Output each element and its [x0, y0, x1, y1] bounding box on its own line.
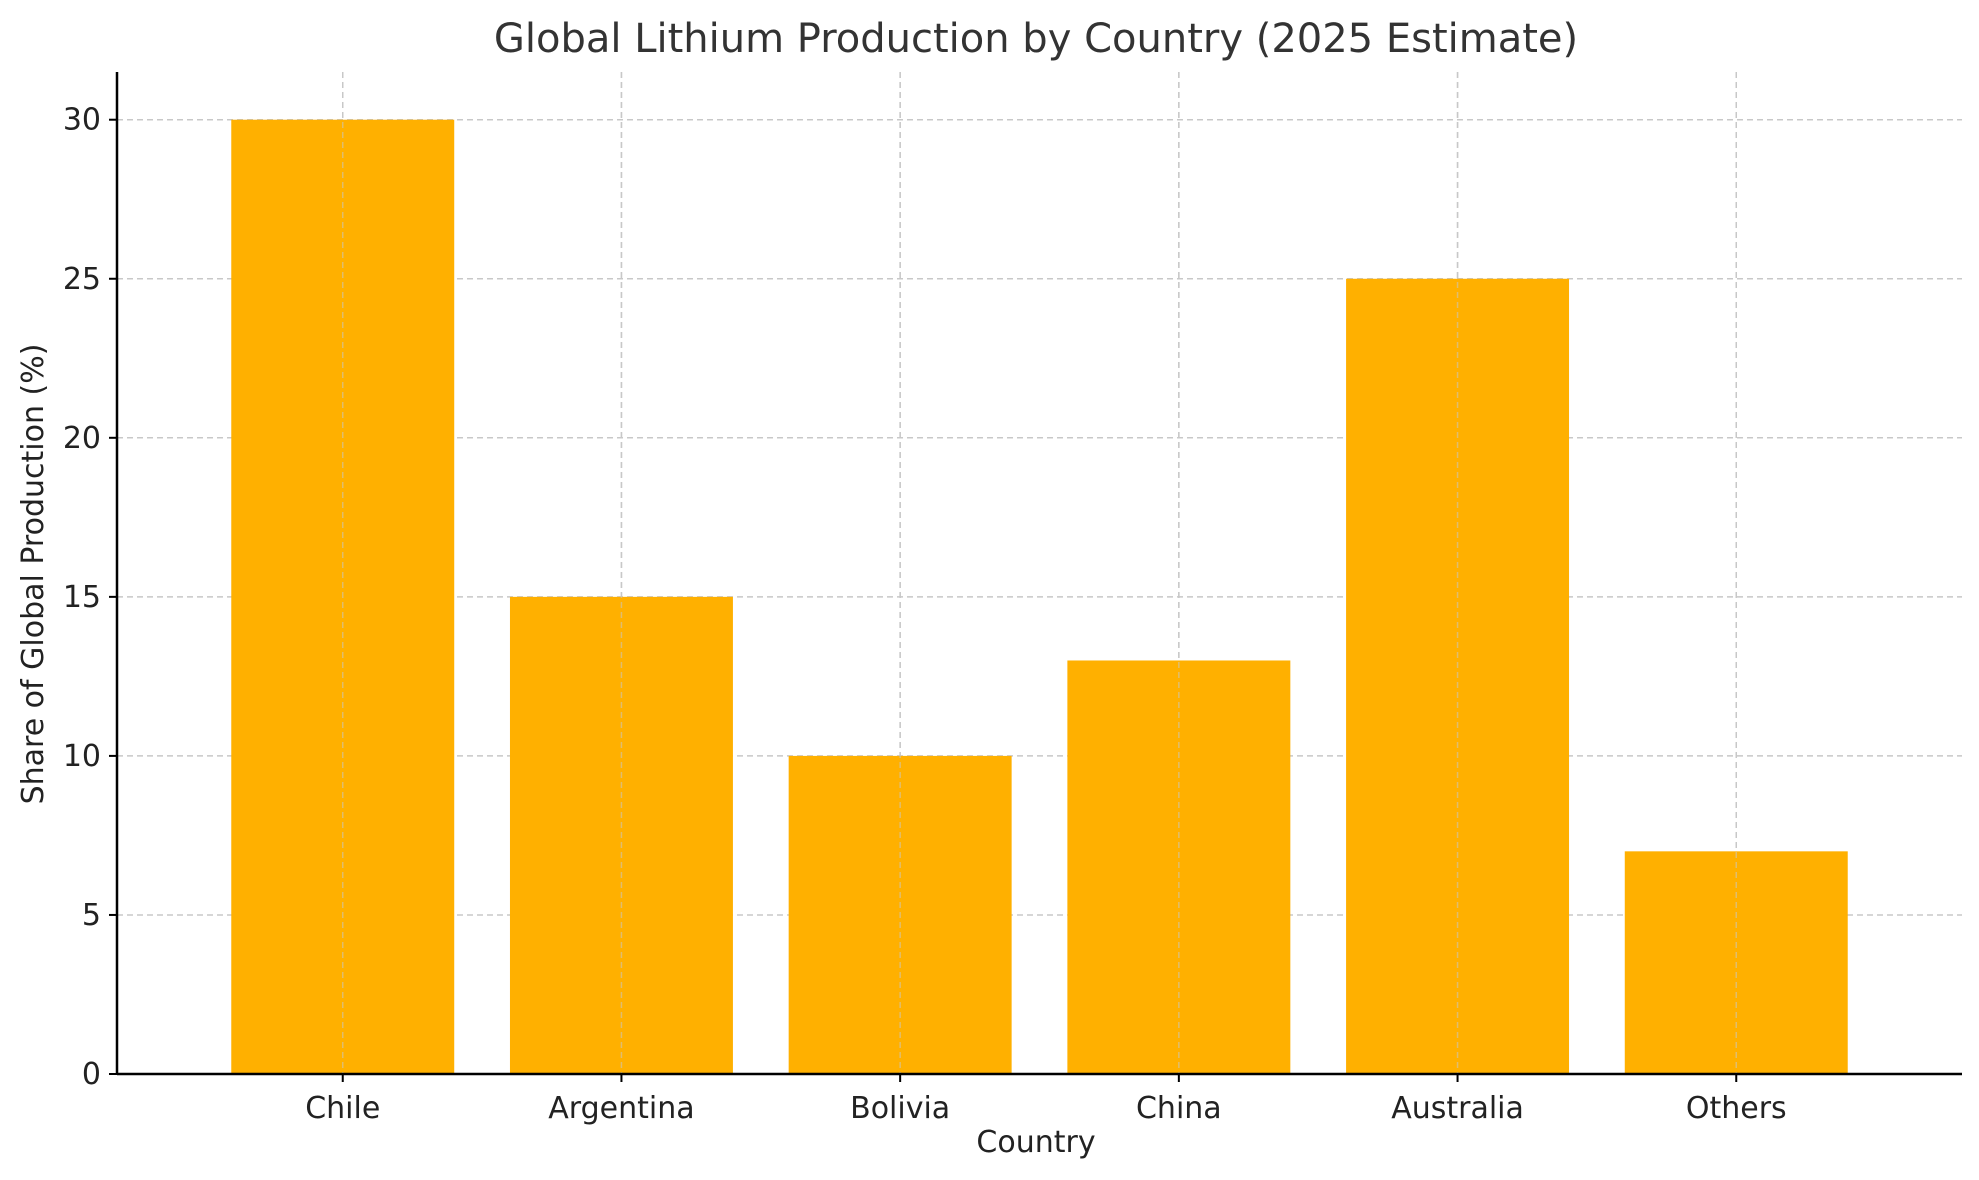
axes-layer: [115, 72, 1962, 1076]
y-tick-label: 0: [82, 1057, 101, 1092]
x-tick-label: Chile: [305, 1091, 380, 1126]
x-tick-label: Argentina: [548, 1091, 694, 1126]
x-axis-label: Country: [976, 1125, 1095, 1160]
y-tick-label: 15: [63, 580, 101, 615]
ticks-layer: 0 5 10 15 20 25 30 Chile Argentina Bolivia China Au…: [63, 103, 1787, 1126]
chart-title: Global Lithium Production by Country (20…: [494, 16, 1578, 62]
x-tick-label: Bolivia: [850, 1091, 950, 1126]
y-tick-label: 30: [63, 103, 101, 138]
y-tick-label: 25: [63, 262, 101, 297]
y-axis-label: Share of Global Production (%): [16, 344, 51, 805]
x-tick-label: Others: [1686, 1091, 1787, 1126]
y-tick-label: 10: [63, 739, 101, 774]
x-tick-label: Australia: [1391, 1091, 1524, 1126]
y-tick-label: 20: [63, 421, 101, 456]
y-tick-label: 5: [82, 898, 101, 933]
x-tick-label: China: [1136, 1091, 1222, 1126]
